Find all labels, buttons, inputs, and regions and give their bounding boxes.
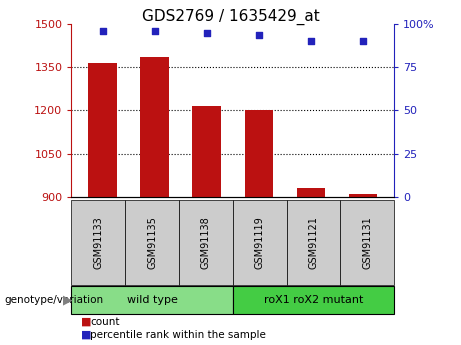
- Text: GSM91119: GSM91119: [254, 216, 265, 269]
- Bar: [193, 106, 221, 197]
- Text: ▶: ▶: [64, 293, 73, 306]
- Point: [151, 28, 159, 34]
- Text: genotype/variation: genotype/variation: [5, 295, 104, 305]
- Text: percentile rank within the sample: percentile rank within the sample: [90, 330, 266, 339]
- Text: roX1 roX2 mutant: roX1 roX2 mutant: [264, 295, 363, 305]
- Text: GSM91138: GSM91138: [201, 216, 211, 269]
- Point: [255, 32, 262, 37]
- Bar: [349, 194, 377, 197]
- Bar: [244, 110, 273, 197]
- Text: GSM91131: GSM91131: [362, 216, 372, 269]
- Text: count: count: [90, 317, 119, 326]
- Bar: [89, 63, 117, 197]
- Text: GSM91121: GSM91121: [308, 216, 319, 269]
- Text: GSM91133: GSM91133: [93, 216, 103, 269]
- Text: ■: ■: [81, 330, 91, 339]
- Point: [99, 28, 106, 34]
- Point: [203, 30, 211, 36]
- Point: [307, 39, 314, 44]
- Bar: [141, 57, 169, 197]
- Point: [359, 39, 366, 44]
- Text: GSM91135: GSM91135: [147, 216, 157, 269]
- Text: GDS2769 / 1635429_at: GDS2769 / 1635429_at: [142, 9, 319, 25]
- Bar: [296, 188, 325, 197]
- Text: wild type: wild type: [127, 295, 177, 305]
- Text: ■: ■: [81, 317, 91, 326]
